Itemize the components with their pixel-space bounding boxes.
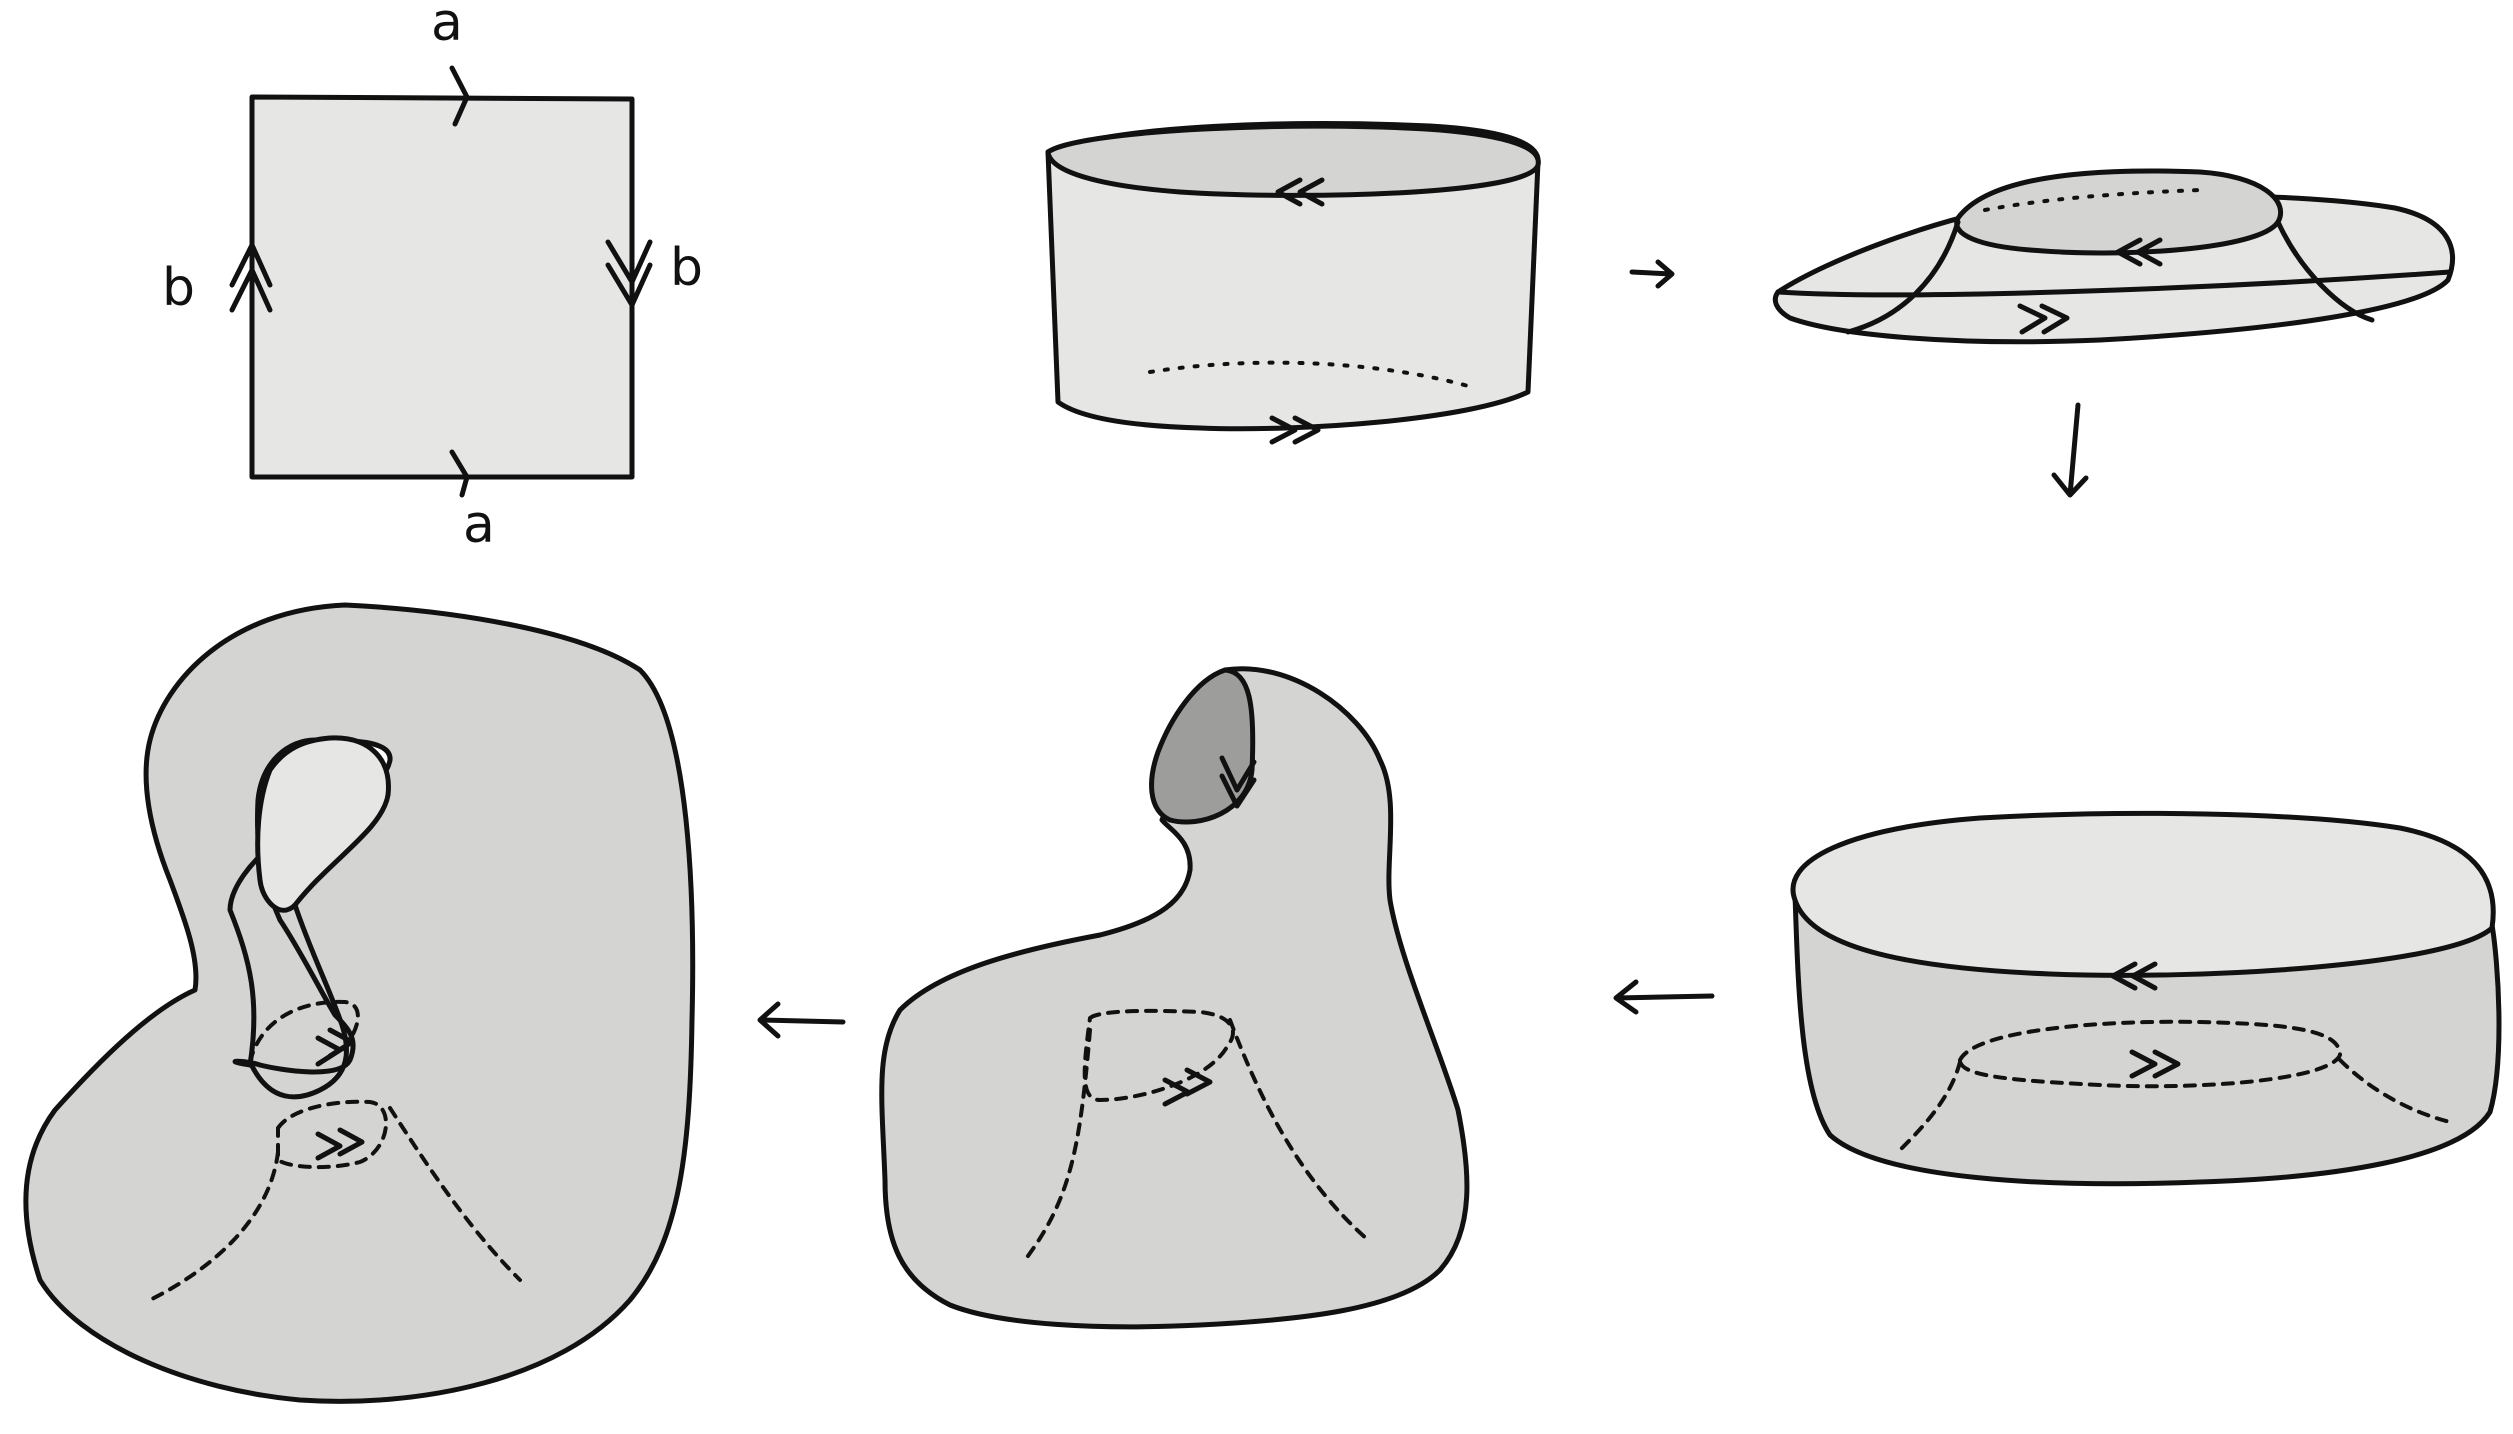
- arrow-left-2: [757, 1001, 846, 1039]
- klein-upper-double-arrow: [315, 1027, 355, 1067]
- bottle-with-neck: [879, 666, 1470, 1330]
- arrow-right-1: [1629, 259, 1675, 289]
- bottle-outer-body: [879, 666, 1470, 1330]
- bottle-neck-opening: [1149, 667, 1256, 825]
- bottom-edge-arrow: [449, 449, 470, 498]
- arrow-left-1: [1613, 979, 1715, 1015]
- klein-bottle-lower-hole: [276, 1099, 388, 1170]
- disc-rim-front: [1775, 269, 2453, 298]
- disc-top-opening: [1954, 168, 2284, 256]
- right-edge-double-arrow: [605, 239, 653, 308]
- bowl-rim-double-arrow: [2110, 961, 2158, 991]
- arrow-down: [2051, 402, 2089, 498]
- klein-lower-double-arrow: [315, 1127, 365, 1161]
- disc-bottom-double-arrow: [2017, 303, 2070, 335]
- klein-bottle: [23, 602, 696, 1404]
- disc-hidden-edge: [1983, 188, 2202, 212]
- klein-bottle-left-dashed-path: [148, 1150, 280, 1302]
- klein-bottle-handle-gap: [255, 735, 391, 913]
- bottle-inner-hole: [1082, 1008, 1235, 1103]
- disc-left-fold: [1845, 219, 1961, 335]
- bowl-left-dashed-path: [1898, 1060, 1962, 1152]
- klein-bottle-upper-hole: [248, 999, 360, 1064]
- cylinder-top-opening: [1045, 123, 1541, 198]
- cylinder-top-double-arrow: [1275, 177, 1325, 207]
- klein-bottle-tube-inner: [247, 902, 349, 1100]
- disc-right-fold: [2275, 219, 2375, 323]
- label-a-top: a: [431, 0, 463, 53]
- square-outline: [249, 94, 635, 480]
- cylinder: [1045, 121, 1541, 445]
- bowl-rim-opening: [1790, 810, 2496, 978]
- label-b-right: b: [670, 238, 703, 298]
- bottle-hole-double-arrow: [1162, 1067, 1213, 1107]
- bottle-left-dashed-path: [1023, 1028, 1092, 1262]
- klein-bottle-body: [23, 602, 696, 1404]
- cylinder-hidden-back-edge: [1148, 360, 1477, 390]
- identification-square: a a b b: [162, 0, 703, 555]
- cylinder-bottom-double-arrow: [1269, 415, 1321, 445]
- klein-bottle-right-dashed-path: [388, 1106, 522, 1282]
- label-a-bottom: a: [463, 495, 495, 555]
- neck-double-arrow: [1219, 755, 1257, 809]
- label-b-left: b: [162, 258, 195, 318]
- bowl: [1790, 810, 2502, 1187]
- bowl-hole-double-arrow: [2129, 1049, 2181, 1079]
- disc-top-double-arrow: [2115, 237, 2163, 267]
- top-edge-arrow: [449, 65, 470, 127]
- bowl-inner-hole: [1957, 1019, 2343, 1089]
- left-edge-double-arrow: [229, 242, 273, 313]
- bottle-right-dashed-path: [1228, 1018, 1370, 1242]
- bowl-right-dashed-path: [2338, 1058, 2452, 1124]
- flattened-cylinder: [1772, 168, 2455, 345]
